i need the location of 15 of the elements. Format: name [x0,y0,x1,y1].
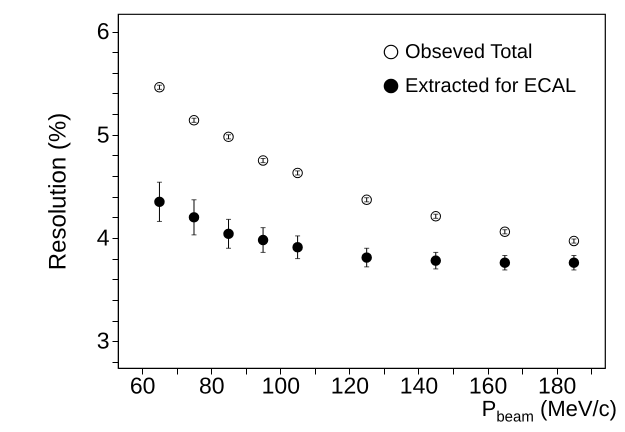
legend-label: Obseved Total [405,41,532,63]
x-tick-label: 120 [330,372,370,398]
x-tick-label: 100 [262,372,300,398]
legend-label: Extracted for ECAL [405,75,576,97]
x-tick-label: 80 [198,372,225,398]
x-tick-label: 60 [130,372,156,398]
x-tick-label: 180 [538,372,576,398]
y-tick-label: 5 [96,121,110,148]
y-tick-label: 6 [96,18,110,44]
y-axis-title: Resolution (%) [44,112,72,270]
x-tick-label: 140 [400,372,438,398]
x-axis-title: P$_{beam}$ (MeV/c) [482,396,617,426]
x-tick-label: 160 [468,372,508,398]
y-tick-label: 3 [96,328,110,354]
y-tick-label: 4 [96,224,110,250]
